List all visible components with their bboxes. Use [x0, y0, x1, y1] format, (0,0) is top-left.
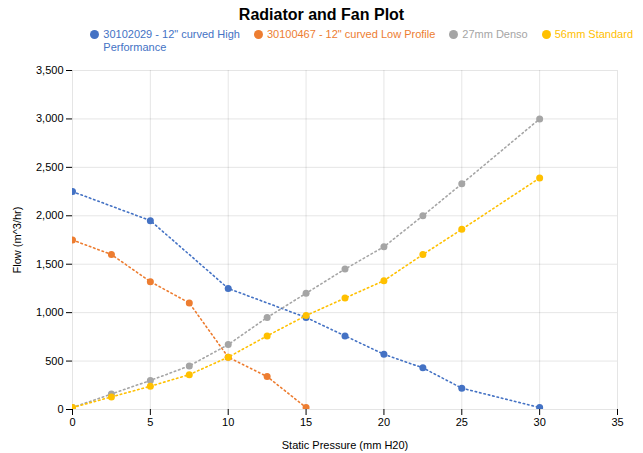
html-text:30102029 - 12" curved High Per: 30102029 - 12" curved High Performance [103, 28, 240, 53]
html-text:Radiator and Fan Plot: Radiator and Fan Plot [238, 6, 405, 23]
svg-text:15: 15 [300, 416, 312, 428]
svg-text:30: 30 [534, 416, 546, 428]
svg-text:5: 5 [147, 416, 153, 428]
svg-text:3,000: 3,000 [36, 112, 64, 124]
html-text:56mm Standard: 56mm Standard [554, 28, 633, 40]
svg-text:500: 500 [45, 355, 63, 367]
svg-text:0: 0 [69, 416, 75, 428]
svg-text:2,500: 2,500 [36, 161, 64, 173]
svg-text:20: 20 [378, 416, 390, 428]
svg-text:25: 25 [456, 416, 468, 428]
svg-text:3,500: 3,500 [36, 64, 64, 76]
svg-text:1,500: 1,500 [36, 258, 64, 270]
svg-text:10: 10 [222, 416, 234, 428]
html-text:27mm Denso: 27mm Denso [462, 28, 528, 40]
svg-text:1,000: 1,000 [36, 306, 64, 318]
svg-text:Static Pressure (mm H20): Static Pressure (mm H20) [282, 439, 409, 451]
svg-text:35: 35 [611, 416, 623, 428]
svg-text:2,000: 2,000 [36, 209, 64, 221]
svg-text:0: 0 [57, 403, 63, 415]
html-text:30100467 - 12" curved Low Prof: 30100467 - 12" curved Low Profile [266, 28, 436, 40]
svg-text:Flow (m^3/hr): Flow (m^3/hr) [11, 207, 23, 274]
